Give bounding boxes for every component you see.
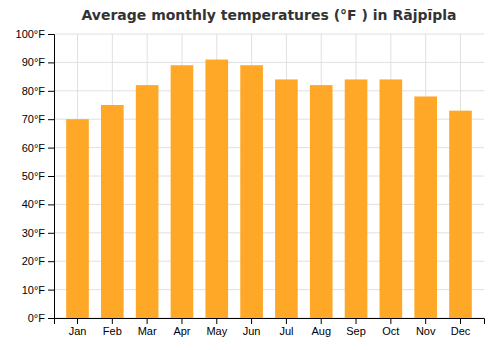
y-tick-mark [48,261,54,262]
y-tick: 20°F [22,255,54,267]
bar [240,65,263,318]
plot-area: Jan Feb Mar Apr May Jun Jul Aug Sep Oct Nov Dec 0°F 1… [16,28,485,337]
y-tick-mark [48,176,54,177]
bar [101,105,124,318]
y-tick-label: 60°F [22,142,46,154]
x-tick: Aug [311,318,331,337]
y-tick-mark [48,318,54,319]
y-tick-label: 30°F [22,227,46,239]
y-tick-mark [48,62,54,63]
y-tick-label: 0°F [28,312,46,324]
bar [171,65,194,318]
y-tick-mark [48,119,54,120]
bar [345,79,368,318]
y-axis: 0°F 10°F 20°F 30°F 40°F 50°F 60°F 70°F 80°F 90°F 1… [16,28,55,324]
y-tick-label: 20°F [22,255,46,267]
y-tick-label: 90°F [22,56,46,68]
x-tick: Sep [346,318,366,337]
x-tick-mark [390,318,391,324]
x-tick: Dec [451,318,471,337]
bar [275,79,298,318]
grid-line [54,62,484,63]
y-tick: 10°F [22,284,54,296]
bar [414,96,437,318]
x-tick-mark [77,318,78,324]
x-tick-mark [425,318,426,324]
y-tick: 60°F [22,142,54,154]
y-tick: 90°F [22,56,54,68]
y-tick-label: 10°F [22,284,46,296]
y-tick: 40°F [22,198,54,210]
y-tick: 80°F [22,85,54,97]
x-tick: Jul [279,318,293,337]
bar [205,60,228,318]
x-tick-label: Oct [382,325,399,337]
y-tick-mark [48,91,54,92]
x-tick-label: Jun [243,325,261,337]
bar [310,85,333,318]
x-tick-label: Jan [69,325,87,337]
x-axis-line [55,319,485,325]
y-tick-mark [48,148,54,149]
y-axis-line [48,35,55,319]
x-axis: Jan Feb Mar Apr May Jun Jul Aug Sep Oct Nov Dec [55,318,485,337]
chart: Jan Feb Mar Apr May Jun Jul Aug Sep Oct Nov Dec 0°F 1… [0,0,500,350]
x-tick-label: Feb [103,325,122,337]
x-tick: May [206,318,227,337]
y-tick: 0°F [28,312,54,324]
x-tick-mark [112,318,113,324]
y-tick-mark [48,290,54,291]
x-tick: Jun [243,318,261,337]
x-tick-mark [251,318,252,324]
y-tick-mark [48,34,54,35]
x-tick: Jan [69,318,87,337]
bar [136,85,159,318]
x-tick-label: Nov [416,325,436,337]
y-tick: 100°F [16,28,54,40]
x-tick: Mar [138,318,157,337]
bar [66,119,89,318]
x-tick-label: Apr [173,325,190,337]
x-tick-mark [356,318,357,324]
x-tick: Nov [416,318,436,337]
x-tick-mark [147,318,148,324]
x-tick-label: May [206,325,227,337]
y-tick-label: 80°F [22,85,46,97]
x-tick-label: Aug [311,325,331,337]
grid-line [54,34,484,35]
x-tick-label: Mar [138,325,157,337]
y-tick-label: 50°F [22,170,46,182]
y-tick-label: 40°F [22,198,46,210]
bars [66,60,472,318]
grid-line [54,90,484,91]
y-tick: 30°F [22,227,54,239]
y-tick-mark [48,204,54,205]
bar [380,79,403,318]
y-tick-label: 100°F [16,28,46,40]
grid [54,34,484,318]
x-tick-label: Dec [451,325,471,337]
y-tick-label: 70°F [22,113,46,125]
x-tick: Oct [382,318,399,337]
x-tick-label: Jul [279,325,293,337]
bar [449,111,472,318]
y-tick-mark [48,233,54,234]
x-tick-mark [321,318,322,324]
title: Average monthly temperatures (°F ) in Rā… [81,7,456,23]
y-tick: 70°F [22,113,54,125]
x-tick-mark [460,318,461,324]
x-tick-mark [181,318,182,324]
y-tick: 50°F [22,170,54,182]
x-tick: Feb [103,318,122,337]
x-tick-mark [216,318,217,324]
x-tick: Apr [173,318,190,337]
x-tick-mark [286,318,287,324]
x-tick-label: Sep [346,325,366,337]
